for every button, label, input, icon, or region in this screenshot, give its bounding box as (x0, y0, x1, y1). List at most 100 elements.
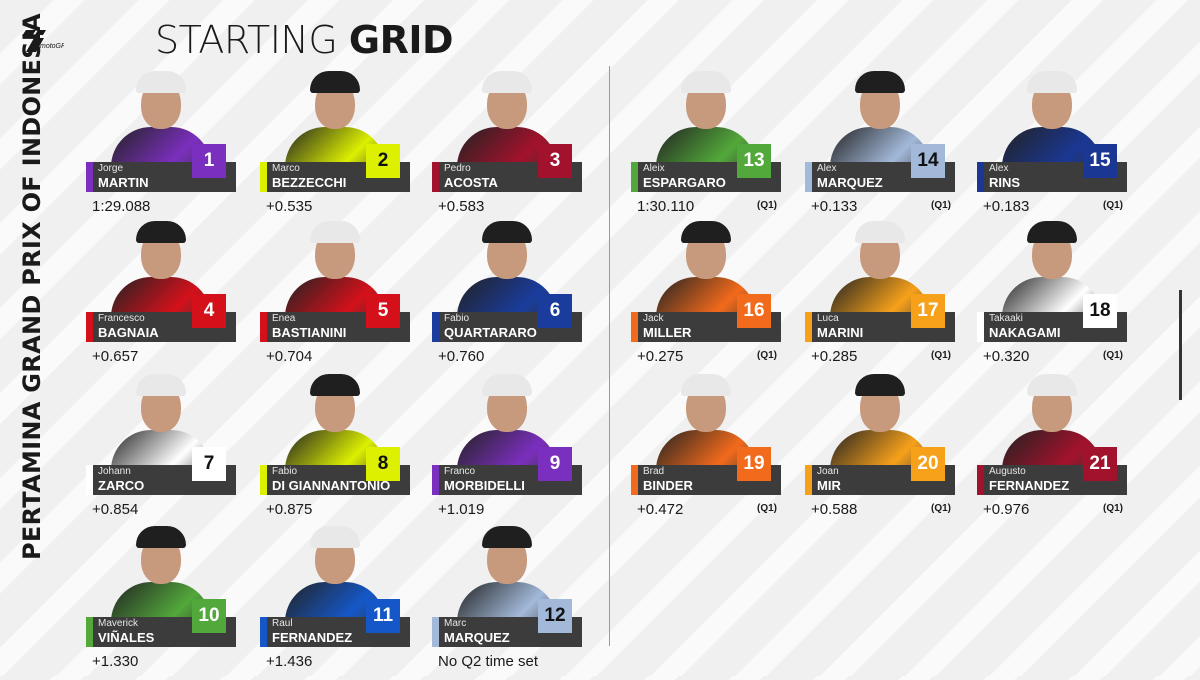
qualifying-time: 1:29.088 (92, 198, 151, 215)
rider-cap (482, 71, 532, 93)
qualifying-time: 1:30.110 (637, 198, 695, 215)
q1-label: (Q1) (1103, 350, 1123, 361)
team-color-strip (432, 312, 439, 342)
team-color-strip (432, 465, 439, 495)
rider-cap (855, 374, 905, 396)
rider-cap (855, 221, 905, 243)
grid-position-badge: 4 (192, 294, 226, 328)
rider-card: Brad BINDER 19 +0.472 (Q1) (631, 368, 781, 528)
rider-card: Johann ZARCO 7 +0.854 (86, 368, 236, 528)
side-accent-bar (1179, 290, 1182, 400)
qualifying-time: +0.275 (637, 348, 684, 365)
rider-cap (136, 374, 186, 396)
grid-position-badge: 13 (737, 144, 771, 178)
rider-name-bar: Augusto FERNANDEZ (977, 465, 1127, 495)
grid-position-badge: 14 (911, 144, 945, 178)
rider-card: Luca MARINI 17 +0.285 (Q1) (805, 215, 955, 375)
team-color-strip (86, 465, 93, 495)
rider-first-name: Aleix (643, 163, 665, 174)
rider-photo (997, 215, 1107, 315)
rider-cap (136, 71, 186, 93)
grid-position-badge: 2 (366, 144, 400, 178)
grid-position-badge: 8 (366, 447, 400, 481)
team-color-strip (432, 162, 439, 192)
rider-last-name: ACOSTA (444, 175, 498, 190)
q1-label: (Q1) (931, 503, 951, 514)
rider-cap (681, 71, 731, 93)
qualifying-time: +1.330 (92, 653, 139, 670)
qualifying-time: +1.019 (438, 501, 485, 518)
qualifying-time: +0.320 (983, 348, 1030, 365)
rider-last-name: BEZZECCHI (272, 175, 347, 190)
q1-label: (Q1) (931, 350, 951, 361)
team-color-strip (977, 312, 984, 342)
rider-first-name: Takaaki (989, 313, 1023, 324)
team-color-strip (805, 312, 812, 342)
rider-card: Marc MARQUEZ 12 No Q2 time set (432, 520, 582, 680)
q1-label: (Q1) (757, 200, 777, 211)
q1-label: (Q1) (757, 350, 777, 361)
rider-card: Franco MORBIDELLI 9 +1.019 (432, 368, 582, 528)
team-color-strip (260, 465, 267, 495)
team-color-strip (631, 465, 638, 495)
rider-photo (825, 65, 935, 165)
rider-card: Maverick VIÑALES 10 +1.330 (86, 520, 236, 680)
grid-position-badge: 6 (538, 294, 572, 328)
rider-first-name: Marc (444, 618, 467, 629)
rider-cap (681, 374, 731, 396)
team-color-strip (805, 465, 812, 495)
grid-position-badge: 7 (192, 447, 226, 481)
rider-photo (452, 65, 562, 165)
grid-position-badge: 11 (366, 599, 400, 633)
rider-cap (681, 221, 731, 243)
rider-first-name: Fabio (272, 466, 298, 477)
rider-cap (855, 71, 905, 93)
rider-first-name: Brad (643, 466, 665, 477)
team-color-strip (432, 617, 439, 647)
rider-card: Alex RINS 15 +0.183 (Q1) (977, 65, 1127, 225)
rider-first-name: Enea (272, 313, 296, 324)
rider-last-name: NAKAGAMI (989, 325, 1061, 340)
rider-first-name: Raul (272, 618, 293, 629)
team-color-strip (86, 162, 93, 192)
team-color-strip (631, 312, 638, 342)
rider-cap (310, 526, 360, 548)
qualifying-time: +1.436 (266, 653, 313, 670)
qualifying-time: +0.588 (811, 501, 858, 518)
team-color-strip (260, 312, 267, 342)
rider-card: Alex MARQUEZ 14 +0.133 (Q1) (805, 65, 955, 225)
grid-position-badge: 20 (911, 447, 945, 481)
rider-cap (1027, 71, 1077, 93)
rider-name-bar: Joan MIR (805, 465, 955, 495)
grid-position-badge: 3 (538, 144, 572, 178)
rider-card: Marco BEZZECCHI 2 +0.535 (260, 65, 410, 225)
rider-last-name: MARQUEZ (444, 630, 510, 645)
rider-first-name: Franco (444, 466, 476, 477)
rider-last-name: MARQUEZ (817, 175, 883, 190)
page-title: STARTING GRID (155, 18, 454, 62)
grid-position-badge: 12 (538, 599, 572, 633)
title-light: STARTING (155, 18, 349, 62)
team-color-strip (977, 162, 984, 192)
rider-cap (310, 221, 360, 243)
q1-label: (Q1) (1103, 200, 1123, 211)
rider-cap (136, 221, 186, 243)
grid-position-badge: 15 (1083, 144, 1117, 178)
rider-card: Augusto FERNANDEZ 21 +0.976 (Q1) (977, 368, 1127, 528)
rider-first-name: Jorge (98, 163, 124, 174)
title-bold: GRID (348, 18, 454, 62)
team-color-strip (260, 162, 267, 192)
team-color-strip (805, 162, 812, 192)
qualifying-time: +0.183 (983, 198, 1030, 215)
rider-card: Jorge MARTIN 1 1:29.088 (86, 65, 236, 225)
rider-card: Takaaki NAKAGAMI 18 +0.320 (Q1) (977, 215, 1127, 375)
qualifying-time: +0.760 (438, 348, 485, 365)
qualifying-time: +0.657 (92, 348, 139, 365)
rider-first-name: Marco (272, 163, 300, 174)
rider-card: Enea BASTIANINI 5 +0.704 (260, 215, 410, 375)
rider-cap (310, 374, 360, 396)
rider-first-name: Fabio (444, 313, 470, 324)
rider-last-name: MARTIN (98, 175, 149, 190)
rider-cap (310, 71, 360, 93)
qualifying-time: +0.285 (811, 348, 858, 365)
